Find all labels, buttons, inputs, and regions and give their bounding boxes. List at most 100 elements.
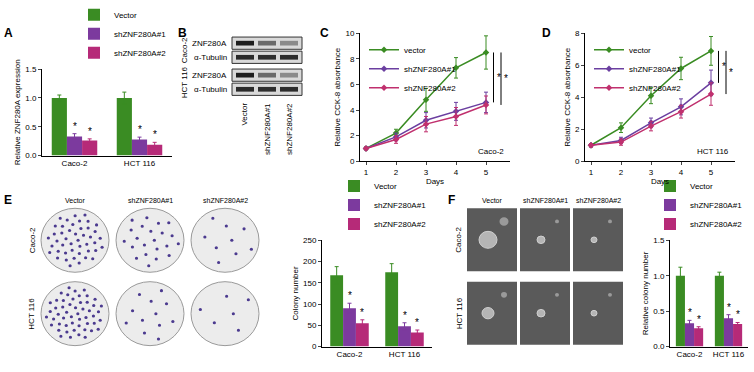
- svg-text:Caco-2: Caco-2: [28, 227, 37, 253]
- svg-text:250: 250: [303, 236, 317, 245]
- svg-text:*: *: [403, 310, 407, 321]
- svg-text:*: *: [722, 61, 726, 72]
- svg-text:3: 3: [649, 168, 654, 177]
- svg-text:8: 8: [575, 29, 580, 38]
- svg-text:D: D: [542, 26, 551, 40]
- svg-text:200: 200: [303, 257, 317, 266]
- svg-text:*: *: [736, 309, 740, 320]
- svg-text:A: A: [4, 26, 13, 40]
- svg-text:Vector: Vector: [690, 182, 713, 191]
- svg-text:shZNF280A#1: shZNF280A#1: [128, 197, 173, 204]
- svg-text:Caco-2: Caco-2: [478, 147, 504, 156]
- svg-text:Relative ZNF280A expression: Relative ZNF280A expression: [13, 59, 22, 165]
- svg-text:50: 50: [307, 321, 316, 330]
- svg-text:2: 2: [575, 125, 580, 134]
- svg-text:Vector: Vector: [374, 182, 397, 191]
- svg-text:100: 100: [303, 300, 317, 309]
- svg-text:shZNF280A#2: shZNF280A#2: [285, 103, 294, 155]
- svg-text:shZNF280A#2: shZNF280A#2: [203, 197, 248, 204]
- svg-text:Vector: Vector: [240, 103, 249, 126]
- svg-text:HCT 116: HCT 116: [389, 350, 421, 359]
- svg-text:3: 3: [424, 168, 429, 177]
- svg-text:*: *: [153, 129, 157, 140]
- svg-text:Caco-2: Caco-2: [62, 159, 88, 168]
- svg-text:Caco-2: Caco-2: [180, 37, 189, 63]
- svg-text:α-Tubulin: α-Tubulin: [194, 85, 227, 94]
- svg-text:HCT 116: HCT 116: [697, 147, 729, 156]
- svg-text:HCT 116: HCT 116: [124, 159, 156, 168]
- svg-text:0.0: 0.0: [25, 151, 37, 160]
- svg-text:shZNF280A#2: shZNF280A#2: [690, 220, 742, 229]
- svg-text:*: *: [729, 67, 733, 78]
- svg-text:Relative CCK-8 absorbance: Relative CCK-8 absorbance: [563, 47, 572, 147]
- svg-text:0: 0: [312, 342, 317, 351]
- svg-text:*: *: [415, 317, 419, 328]
- svg-text:5: 5: [484, 168, 489, 177]
- svg-text:HCT 116: HCT 116: [180, 66, 189, 98]
- svg-text:4: 4: [454, 168, 459, 177]
- svg-text:shZNF280A#1: shZNF280A#1: [374, 201, 426, 210]
- svg-text:HCT 116: HCT 116: [455, 297, 464, 329]
- svg-text:shZNF280A#2: shZNF280A#2: [404, 84, 456, 93]
- svg-text:0: 0: [350, 157, 355, 166]
- svg-text:1.0: 1.0: [653, 272, 665, 281]
- svg-text:shZNF280A#1: shZNF280A#1: [114, 30, 166, 39]
- svg-text:shZNF280A#2: shZNF280A#2: [114, 49, 166, 58]
- svg-text:Vector: Vector: [114, 11, 137, 20]
- svg-text:*: *: [73, 121, 77, 132]
- svg-text:0.5: 0.5: [653, 307, 665, 316]
- svg-text:Relative CCK-8 absorbance: Relative CCK-8 absorbance: [333, 47, 342, 147]
- svg-text:1.5: 1.5: [653, 236, 665, 245]
- svg-text:shZNF280A#2: shZNF280A#2: [629, 84, 681, 93]
- svg-text:*: *: [360, 307, 364, 318]
- svg-text:0: 0: [575, 157, 580, 166]
- svg-text:4: 4: [575, 93, 580, 102]
- svg-text:ZNF280A: ZNF280A: [192, 39, 227, 48]
- svg-text:6: 6: [350, 80, 355, 89]
- svg-text:0.5: 0.5: [25, 123, 37, 132]
- svg-text:8: 8: [350, 55, 355, 64]
- svg-text:2: 2: [619, 168, 624, 177]
- svg-text:2: 2: [350, 131, 355, 140]
- svg-text:vector: vector: [404, 46, 426, 55]
- svg-text:1.5: 1.5: [25, 65, 37, 74]
- svg-text:Relative colony number: Relative colony number: [641, 251, 650, 335]
- svg-text:1: 1: [364, 168, 369, 177]
- svg-text:Vector: Vector: [65, 197, 86, 204]
- svg-text:Vector: Vector: [482, 197, 503, 204]
- svg-text:shZNF280A#1: shZNF280A#1: [523, 197, 568, 204]
- svg-text:α-Tubulin: α-Tubulin: [194, 53, 227, 62]
- svg-text:5: 5: [709, 168, 714, 177]
- svg-text:shZNF280A#1: shZNF280A#1: [629, 65, 681, 74]
- svg-text:1: 1: [589, 168, 594, 177]
- svg-text:HCT 116: HCT 116: [27, 298, 36, 330]
- svg-text:*: *: [727, 302, 731, 313]
- svg-text:0.0: 0.0: [653, 342, 665, 351]
- svg-text:1.0: 1.0: [25, 94, 37, 103]
- svg-text:B: B: [178, 26, 187, 40]
- svg-text:C: C: [320, 26, 329, 40]
- svg-text:Caco-2: Caco-2: [454, 226, 463, 252]
- svg-text:*: *: [497, 72, 501, 83]
- svg-text:Colony number: Colony number: [291, 266, 300, 321]
- svg-text:4: 4: [679, 168, 684, 177]
- svg-text:shZNF280A#1: shZNF280A#1: [690, 201, 742, 210]
- svg-text:2: 2: [394, 168, 399, 177]
- svg-text:*: *: [348, 290, 352, 301]
- svg-text:4: 4: [350, 106, 355, 115]
- svg-text:Days: Days: [426, 177, 444, 186]
- svg-text:*: *: [697, 314, 701, 325]
- svg-text:150: 150: [303, 279, 317, 288]
- svg-text:*: *: [88, 126, 92, 137]
- svg-text:*: *: [138, 124, 142, 135]
- svg-text:*: *: [504, 73, 508, 84]
- svg-text:shZNF280A#1: shZNF280A#1: [263, 103, 272, 155]
- svg-text:HCT 116: HCT 116: [713, 350, 745, 359]
- svg-text:10: 10: [345, 29, 354, 38]
- svg-text:shZNF280A#2: shZNF280A#2: [374, 220, 426, 229]
- svg-text:6: 6: [575, 61, 580, 70]
- svg-text:shZNF280A#2: shZNF280A#2: [576, 197, 621, 204]
- svg-text:shZNF280A#1: shZNF280A#1: [404, 65, 456, 74]
- svg-text:*: *: [688, 307, 692, 318]
- svg-text:Caco-2: Caco-2: [677, 350, 703, 359]
